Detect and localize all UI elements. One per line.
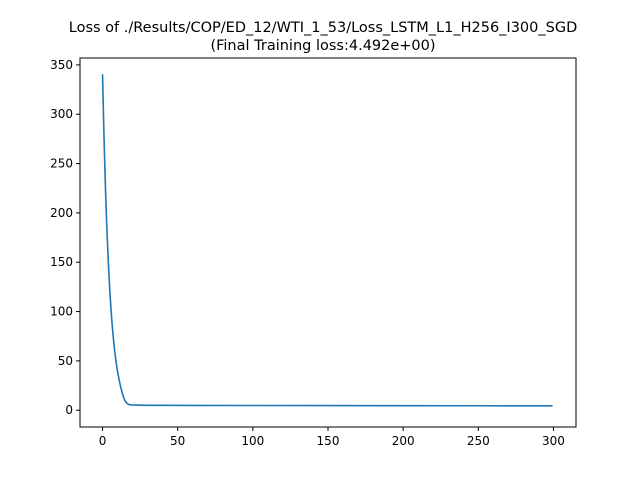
x-tick-label: 300 <box>542 434 565 448</box>
y-tick-label: 150 <box>50 255 73 269</box>
chart-title: Loss of ./Results/COP/ED_12/WTI_1_53/Los… <box>69 20 578 36</box>
x-tick-label: 250 <box>467 434 490 448</box>
x-tick-label: 150 <box>317 434 340 448</box>
plot-area <box>101 73 553 407</box>
y-tick-label: 200 <box>50 206 73 220</box>
x-tick-label: 0 <box>99 434 107 448</box>
y-tick-label: 300 <box>50 107 73 121</box>
series-line-0 <box>101 73 553 407</box>
y-tick-label: 250 <box>50 157 73 171</box>
axes: 0 50 100 150 200 250 300 0 50 100 150 200 250 300 350 <box>50 57 577 448</box>
y-tick-label: 0 <box>65 403 73 417</box>
x-tick-label: 50 <box>170 434 185 448</box>
y-tick-label: 350 <box>50 58 73 72</box>
y-tick-label: 50 <box>58 354 73 368</box>
x-tick-label: 200 <box>392 434 415 448</box>
axes-frame <box>79 57 577 428</box>
chart-subtitle: (Final Training loss:4.492e+00) <box>210 38 435 54</box>
y-tick-label: 100 <box>50 305 73 319</box>
x-tick-label: 100 <box>241 434 264 448</box>
